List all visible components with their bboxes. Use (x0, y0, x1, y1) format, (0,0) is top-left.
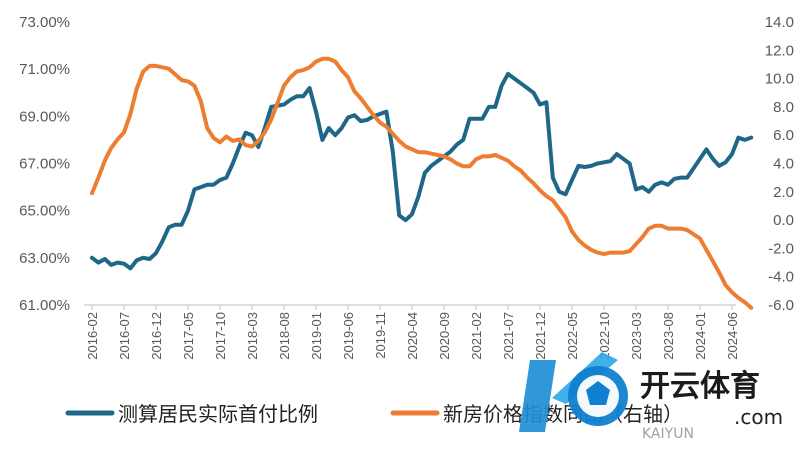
x-tick-label: 2016-12 (149, 312, 164, 360)
watermark-logo: 开云体育 .com KAIYUN (519, 352, 783, 442)
x-axis-ticks: 2016-02 2016-07 2016-12 2017-05 2017-10 2018-… (85, 305, 740, 360)
x-tick-label: 2024-01 (693, 312, 708, 360)
y-right-tick-label: 12.0 (765, 42, 794, 59)
y-axis-right-ticks: -6.0 -4.0 -2.0 0.0 2.0 4.0 6.0 8.0 10.0 12.0 14.0 (765, 14, 794, 314)
kaiyun-logo-icon (519, 352, 628, 432)
x-tick-label: 2022-05 (565, 312, 580, 360)
watermark-url: .com (734, 405, 783, 429)
y-right-tick-label: -4.0 (768, 269, 794, 286)
y-right-tick-label: 10.0 (765, 71, 794, 88)
x-tick-label: 2023-03 (629, 312, 644, 360)
y-left-tick-label: 71.00% (19, 61, 70, 78)
watermark-small: KAIYUN (642, 426, 694, 442)
x-tick-label: 2024-06 (725, 312, 740, 360)
y-left-tick-label: 67.00% (19, 156, 70, 173)
x-tick-label: 2021-07 (501, 312, 516, 360)
legend: 测算居民实际首付比例 新房价格指数同比（右轴） (65, 402, 683, 426)
x-tick-label: 2018-08 (277, 312, 292, 360)
series-lines (90, 56, 754, 310)
x-tick-label: 2016-07 (117, 312, 132, 360)
y-left-tick-label: 65.00% (19, 203, 70, 220)
y-left-tick-label: 73.00% (19, 14, 70, 31)
x-tick-label: 2020-09 (437, 312, 452, 360)
y-right-tick-label: -6.0 (768, 297, 794, 314)
y-left-tick-label: 61.00% (19, 297, 70, 314)
x-tick-label: 2019-01 (309, 312, 324, 360)
x-tick-label: 2020-04 (405, 312, 420, 360)
y-right-tick-label: 0.0 (773, 212, 794, 229)
x-tick-label: 2019-11 (373, 312, 388, 359)
x-tick-label: 2016-02 (85, 312, 100, 360)
y-right-tick-label: 4.0 (773, 156, 794, 173)
series-line-house-price-yoy (90, 56, 754, 310)
x-tick-label: 2022-10 (597, 312, 612, 360)
y-left-tick-label: 63.00% (19, 250, 70, 267)
y-axis-left-ticks: 61.00% 63.00% 65.00% 67.00% 69.00% 71.00% 73.0… (19, 14, 70, 314)
series-line-down-payment (90, 71, 754, 271)
x-tick-label: 2017-10 (213, 312, 228, 360)
x-tick-label: 2021-02 (469, 312, 484, 360)
legend-label-series-1: 测算居民实际首付比例 (118, 402, 318, 426)
watermark-brand: 开云体育 (640, 369, 760, 404)
y-left-tick-label: 69.00% (19, 108, 70, 125)
x-tick-label: 2021-12 (533, 312, 548, 360)
y-right-tick-label: 8.0 (773, 99, 794, 116)
y-right-tick-label: 6.0 (773, 127, 794, 144)
x-tick-label: 2019-06 (341, 312, 356, 360)
y-right-tick-label: -2.0 (768, 240, 794, 257)
y-right-tick-label: 14.0 (765, 14, 794, 31)
x-tick-label: 2017-05 (181, 312, 196, 360)
y-right-tick-label: 2.0 (773, 184, 794, 201)
x-tick-label: 2018-03 (245, 312, 260, 360)
legend-label-series-2: 新房价格指数同比（右轴） (443, 402, 683, 426)
x-tick-label: 2023-08 (661, 312, 676, 360)
